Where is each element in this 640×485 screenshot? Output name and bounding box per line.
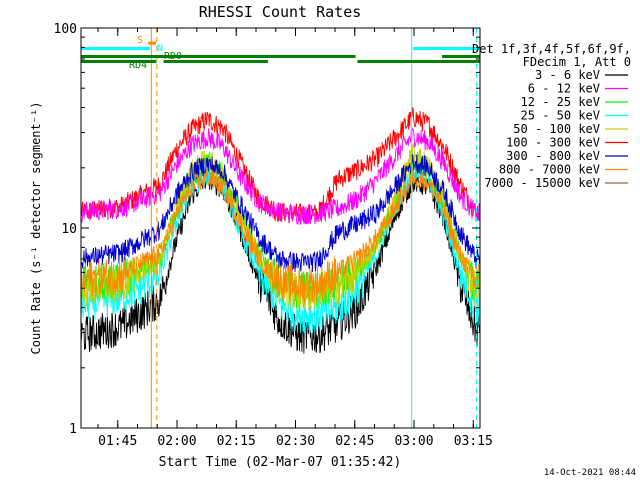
legend-label-5: 50 - 100 keV — [513, 122, 600, 136]
x-tick-label: 02:00 — [157, 434, 196, 449]
y-tick-label: 1 — [69, 422, 77, 437]
plot-frame — [80, 27, 481, 429]
flag-label-RD0: RD0 — [164, 51, 182, 62]
x-tick-label: 01:45 — [98, 434, 137, 449]
x-tick-label: 03:00 — [394, 434, 433, 449]
x-tick-label: 03:15 — [454, 434, 493, 449]
y-tick-label: 10 — [61, 222, 77, 237]
series-line-300to800keV — [81, 153, 480, 273]
legend-label-7: 300 - 800 keV — [506, 149, 600, 163]
series-line-3to6keV — [81, 168, 480, 354]
x-tick-label: 02:30 — [276, 434, 315, 449]
x-axis-label: Start Time (02-Mar-07 01:35:42) — [159, 455, 402, 470]
series-line-6to12keV — [81, 127, 480, 226]
footer-timestamp: 14-Oct-2021 08:44 — [544, 468, 636, 478]
x-tick-label: 02:15 — [217, 434, 256, 449]
flag-label-N: N — [157, 43, 163, 54]
flag-label-S: S — [137, 35, 143, 46]
legend-label-4: 25 - 50 keV — [521, 109, 600, 123]
flag-bars: RD0 RD4 S N — [81, 35, 480, 71]
chart-title: RHESSI Count Rates — [199, 3, 362, 21]
plot-area — [81, 28, 480, 428]
legend-label-2: 6 - 12 keV — [528, 82, 600, 96]
legend-label-3: 12 - 25 keV — [521, 95, 600, 109]
legend-header-line-1: Det 1f,3f,4f,5f,6f,9f, — [472, 42, 631, 56]
legend: Det 1f,3f,4f,5f,6f,9f, FDecim 1, Att 0 3… — [472, 42, 631, 190]
series-line-800to7000keV — [81, 167, 480, 304]
legend-label-9: 7000 - 15000 keV — [484, 176, 600, 190]
legend-header-line-2: FDecim 1, Att 0 — [523, 55, 631, 69]
legend-label-8: 800 - 7000 keV — [499, 163, 600, 177]
series-line-50to100keV — [81, 142, 480, 312]
legend-label-1: 3 - 6 keV — [535, 68, 600, 82]
flag-label-RD4: RD4 — [129, 60, 147, 71]
y-axis-label: Count Rate (s⁻¹ detector segment⁻¹) — [29, 102, 43, 355]
x-tick-label: 02:45 — [335, 434, 374, 449]
series-group — [81, 107, 480, 354]
y-tick-label: 100 — [54, 22, 77, 37]
axes: 1 10 100 01:45 02:00 02:15 02:30 02:45 03:00 03:1… — [54, 22, 493, 449]
legend-label-6: 100 - 300 keV — [506, 136, 600, 150]
